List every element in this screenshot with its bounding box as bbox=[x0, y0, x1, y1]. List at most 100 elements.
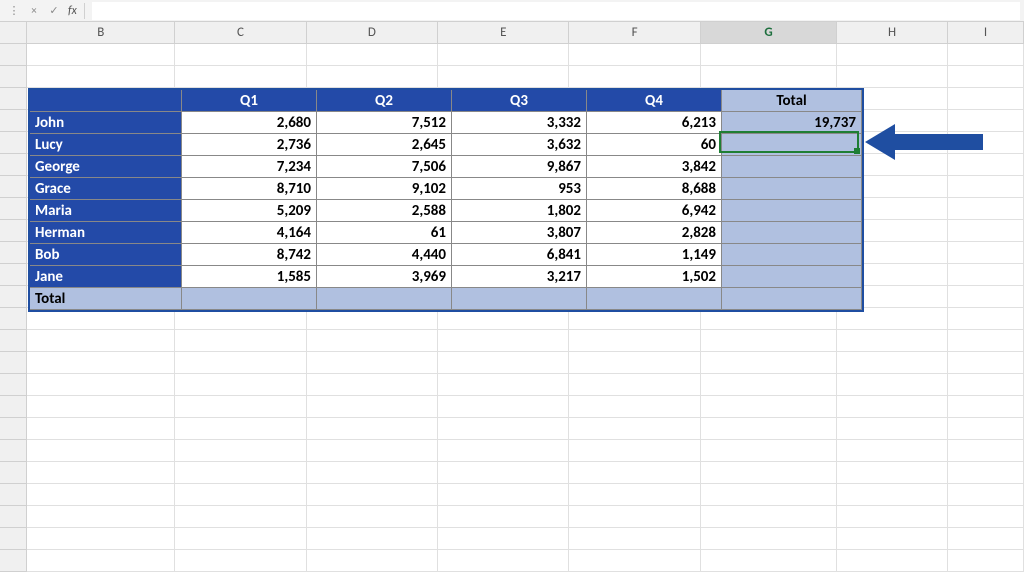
cell-value[interactable]: 7,506 bbox=[317, 156, 452, 178]
cell[interactable] bbox=[569, 44, 700, 66]
cell[interactable] bbox=[307, 418, 438, 440]
cell-total[interactable] bbox=[722, 222, 862, 244]
cell[interactable] bbox=[948, 352, 1024, 374]
cell[interactable] bbox=[948, 88, 1024, 110]
spreadsheet[interactable]: BCDEFGHI Q1Q2Q3Q4TotalJohn2,6807,5123,33… bbox=[0, 22, 1024, 572]
total-cell[interactable] bbox=[452, 288, 587, 310]
row-name[interactable]: Maria bbox=[30, 200, 182, 222]
cell[interactable] bbox=[175, 66, 306, 88]
cell[interactable] bbox=[701, 462, 837, 484]
cell-value[interactable]: 2,736 bbox=[182, 134, 317, 156]
row-header[interactable] bbox=[0, 176, 27, 198]
cell[interactable] bbox=[837, 550, 948, 572]
row-header[interactable] bbox=[0, 110, 27, 132]
cell[interactable] bbox=[27, 550, 175, 572]
cell-value[interactable]: 1,502 bbox=[587, 266, 722, 288]
grand-total-cell[interactable] bbox=[722, 288, 862, 310]
cell[interactable] bbox=[175, 418, 306, 440]
cell[interactable] bbox=[701, 352, 837, 374]
cell[interactable] bbox=[438, 506, 569, 528]
cell[interactable] bbox=[948, 44, 1024, 66]
cell[interactable] bbox=[948, 462, 1024, 484]
cell[interactable] bbox=[948, 308, 1024, 330]
row-header[interactable] bbox=[0, 286, 27, 308]
cell-value[interactable]: 6,942 bbox=[587, 200, 722, 222]
cell[interactable] bbox=[837, 66, 948, 88]
cell[interactable] bbox=[948, 528, 1024, 550]
cell[interactable] bbox=[175, 440, 306, 462]
cell[interactable] bbox=[307, 440, 438, 462]
cell[interactable] bbox=[175, 462, 306, 484]
header-q3[interactable]: Q3 bbox=[452, 90, 587, 112]
cell-total[interactable] bbox=[722, 244, 862, 266]
header-q1[interactable]: Q1 bbox=[182, 90, 317, 112]
cell[interactable] bbox=[948, 66, 1024, 88]
cell[interactable] bbox=[175, 44, 306, 66]
cell-value[interactable]: 4,440 bbox=[317, 244, 452, 266]
cell-value[interactable]: 3,842 bbox=[587, 156, 722, 178]
cell[interactable] bbox=[837, 374, 948, 396]
row-header[interactable] bbox=[0, 154, 27, 176]
column-header-h[interactable]: H bbox=[837, 22, 948, 43]
cell-value[interactable]: 3,969 bbox=[317, 266, 452, 288]
column-header-i[interactable]: I bbox=[948, 22, 1024, 43]
cell-value[interactable]: 8,742 bbox=[182, 244, 317, 266]
row-header[interactable] bbox=[0, 418, 27, 440]
cell[interactable] bbox=[27, 396, 175, 418]
cell-value[interactable]: 1,149 bbox=[587, 244, 722, 266]
cell[interactable] bbox=[701, 44, 837, 66]
header-q2[interactable]: Q2 bbox=[317, 90, 452, 112]
cell[interactable] bbox=[948, 550, 1024, 572]
row-name[interactable]: Grace bbox=[30, 178, 182, 200]
cell[interactable] bbox=[948, 242, 1024, 264]
cell-value[interactable]: 6,841 bbox=[452, 244, 587, 266]
row-header[interactable] bbox=[0, 44, 27, 66]
cell[interactable] bbox=[438, 418, 569, 440]
cell[interactable] bbox=[175, 352, 306, 374]
cell-total[interactable] bbox=[722, 156, 862, 178]
column-header-f[interactable]: F bbox=[569, 22, 700, 43]
cell[interactable] bbox=[701, 484, 837, 506]
cell[interactable] bbox=[701, 528, 837, 550]
cell[interactable] bbox=[569, 396, 700, 418]
cell[interactable] bbox=[27, 528, 175, 550]
cell[interactable] bbox=[837, 462, 948, 484]
cell-value[interactable]: 3,217 bbox=[452, 266, 587, 288]
cell[interactable] bbox=[701, 374, 837, 396]
row-header[interactable] bbox=[0, 308, 27, 330]
cell-value[interactable]: 7,234 bbox=[182, 156, 317, 178]
cell[interactable] bbox=[175, 330, 306, 352]
cell[interactable] bbox=[175, 396, 306, 418]
cell[interactable] bbox=[837, 352, 948, 374]
row-header[interactable] bbox=[0, 132, 27, 154]
row-header[interactable] bbox=[0, 506, 27, 528]
row-header[interactable] bbox=[0, 198, 27, 220]
cell[interactable] bbox=[948, 286, 1024, 308]
cell[interactable] bbox=[701, 330, 837, 352]
cell[interactable] bbox=[569, 506, 700, 528]
cell[interactable] bbox=[27, 352, 175, 374]
cell[interactable] bbox=[948, 440, 1024, 462]
cell[interactable] bbox=[837, 330, 948, 352]
total-cell[interactable] bbox=[317, 288, 452, 310]
cell-value[interactable]: 8,710 bbox=[182, 178, 317, 200]
cell[interactable] bbox=[948, 198, 1024, 220]
cell[interactable] bbox=[307, 374, 438, 396]
cell[interactable] bbox=[27, 418, 175, 440]
row-header[interactable] bbox=[0, 396, 27, 418]
row-name[interactable]: Jane bbox=[30, 266, 182, 288]
cell[interactable] bbox=[307, 66, 438, 88]
cell-value[interactable]: 4,164 bbox=[182, 222, 317, 244]
row-header[interactable] bbox=[0, 264, 27, 286]
cell[interactable] bbox=[837, 528, 948, 550]
row-header[interactable] bbox=[0, 220, 27, 242]
cell[interactable] bbox=[569, 330, 700, 352]
column-header-c[interactable]: C bbox=[175, 22, 306, 43]
cell[interactable] bbox=[948, 176, 1024, 198]
cell-total[interactable] bbox=[722, 178, 862, 200]
cell[interactable] bbox=[438, 396, 569, 418]
cell[interactable] bbox=[175, 550, 306, 572]
header-q4[interactable]: Q4 bbox=[587, 90, 722, 112]
cell[interactable] bbox=[569, 66, 700, 88]
cell[interactable] bbox=[438, 352, 569, 374]
